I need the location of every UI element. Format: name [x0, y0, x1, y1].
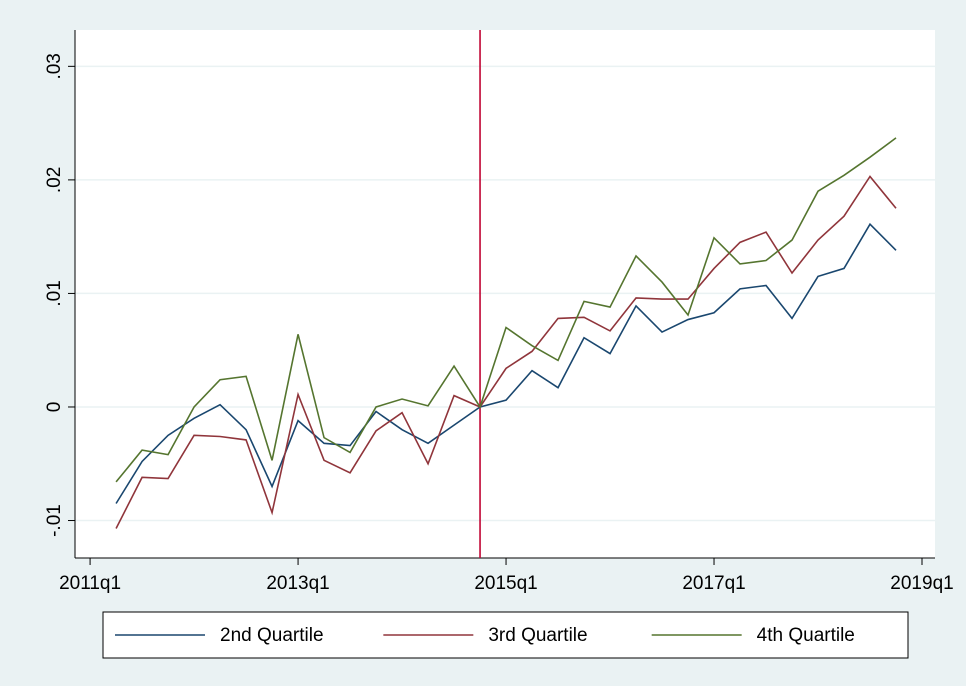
x-tick-label: 2015q1 — [474, 573, 537, 594]
x-tick-label: 2011q1 — [59, 573, 121, 594]
x-tick-label: 2019q1 — [890, 573, 953, 594]
y-tick-label: .03 — [44, 53, 65, 79]
y-tick-label: .01 — [44, 280, 65, 306]
legend-box — [102, 611, 909, 659]
y-tick-label: .02 — [44, 167, 65, 193]
legend-label: 3rd Quartile — [488, 625, 587, 646]
x-tick-label: 2017q1 — [682, 573, 745, 594]
x-tick-label: 2013q1 — [266, 573, 329, 594]
y-tick-label: 0 — [44, 402, 65, 413]
legend-label: 2nd Quartile — [220, 625, 324, 646]
y-tick-label: -.01 — [44, 504, 65, 537]
series-line — [115, 222, 897, 504]
legend-label: 4th Quartile — [757, 625, 855, 646]
series-line — [115, 137, 897, 483]
series-line — [115, 175, 897, 529]
